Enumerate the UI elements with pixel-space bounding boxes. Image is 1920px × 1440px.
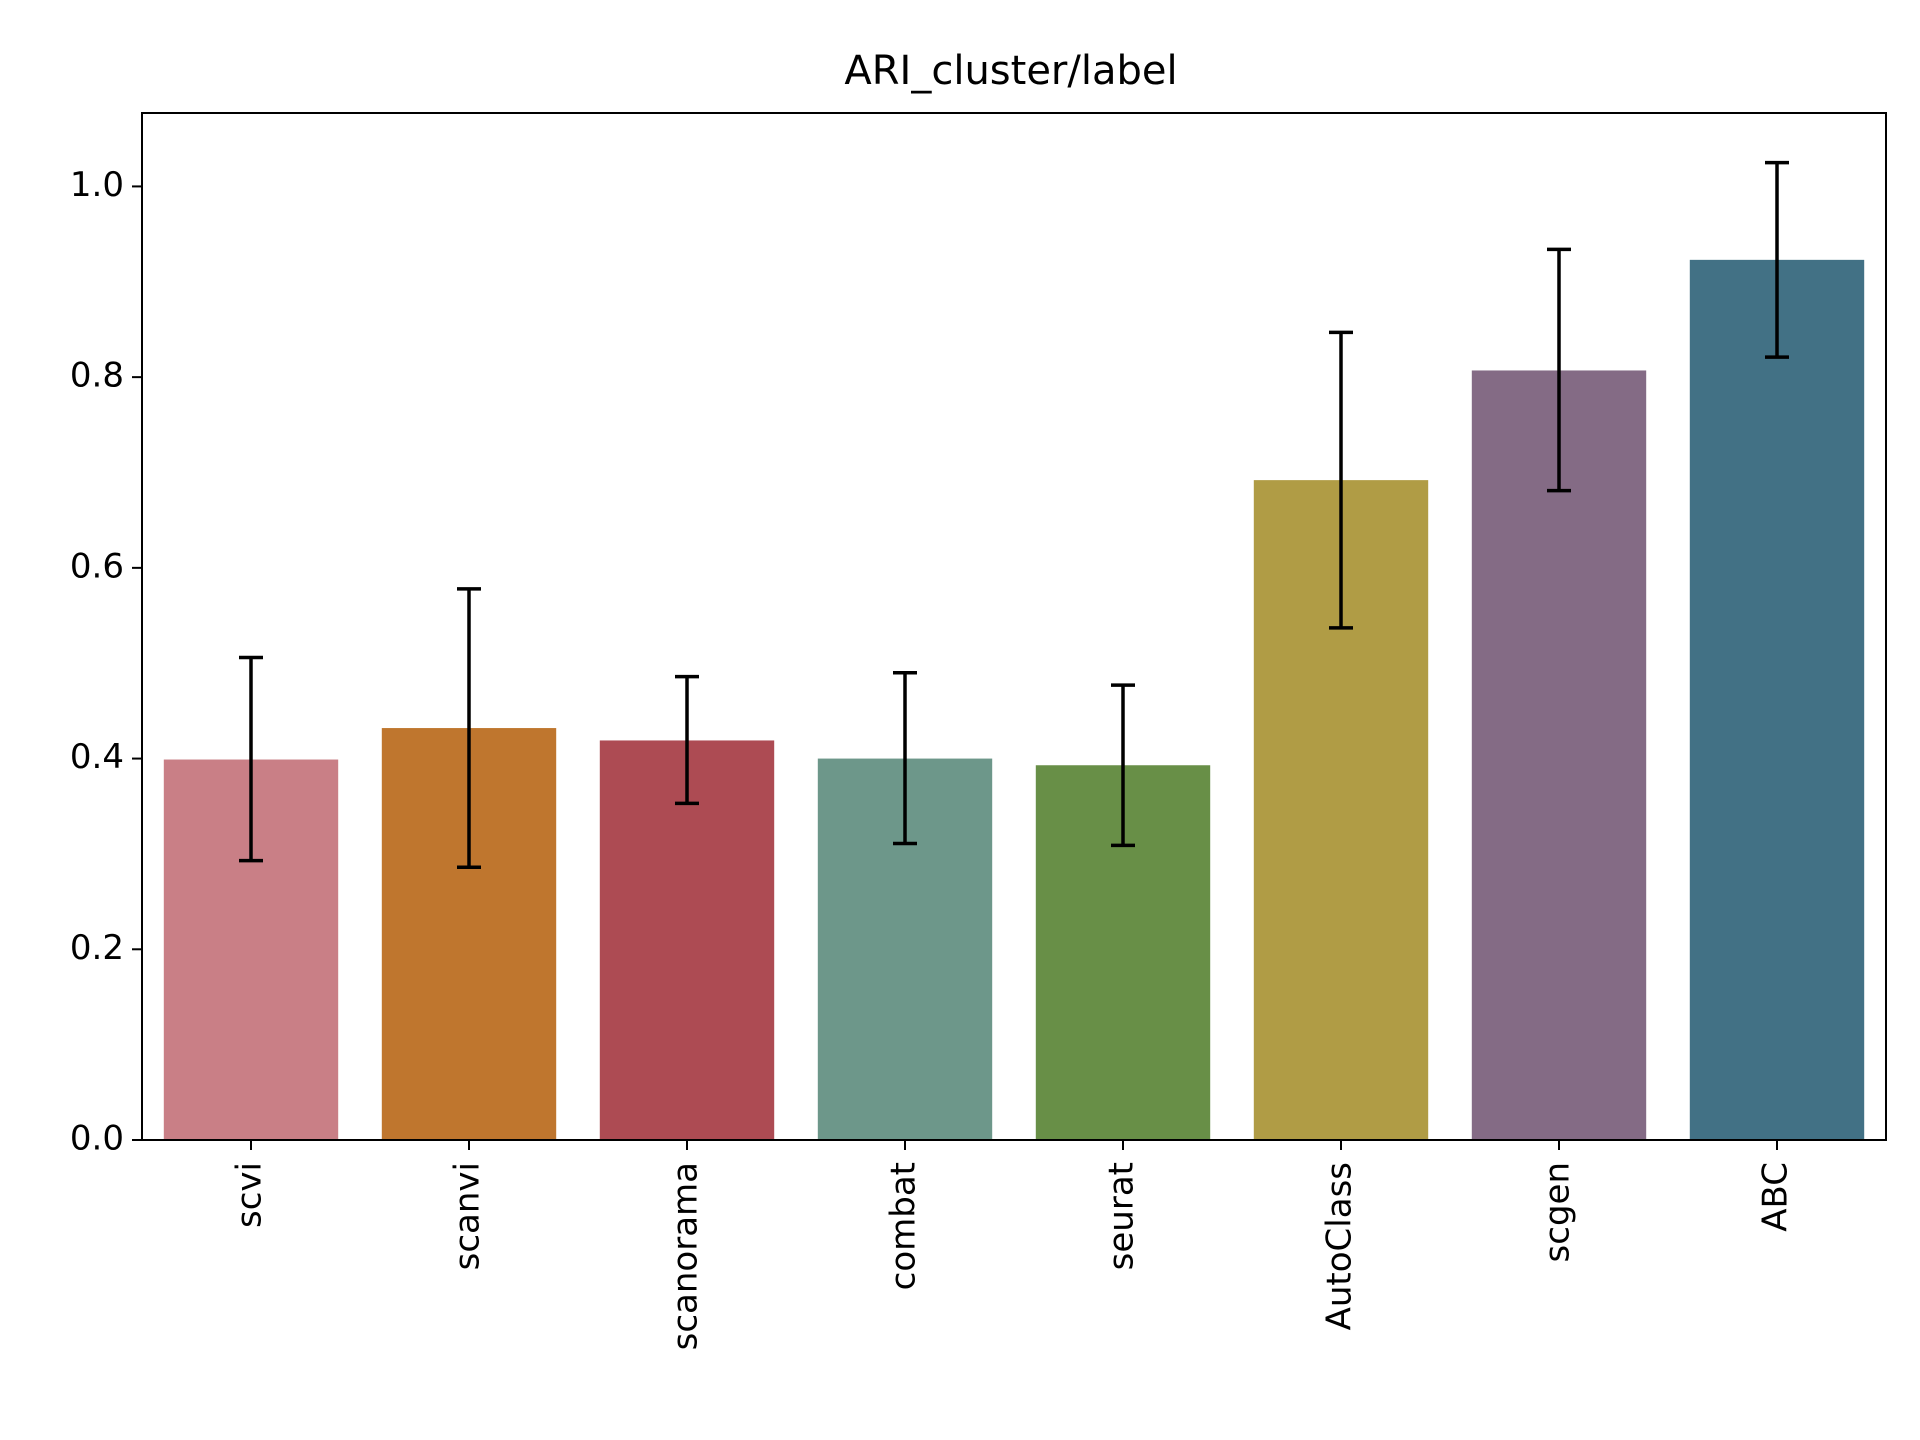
error-bar-scgen [1547, 247, 1571, 493]
bars-layer [163, 259, 1865, 1140]
y-tick-label: 0.2 [70, 928, 124, 968]
y-tick-label: 0.6 [70, 546, 124, 586]
x-tick-label: ABC [1756, 1162, 1796, 1232]
bar-abc [1689, 259, 1865, 1140]
x-tick-label: seurat [1102, 1162, 1142, 1270]
error-bar-combat [893, 670, 917, 846]
error-bar-autoclass [1329, 330, 1353, 630]
error-bar-seurat [1111, 683, 1135, 848]
error-bar-abc [1765, 160, 1789, 359]
x-tick-label: scanorama [666, 1162, 706, 1350]
x-tick-label: scanvi [448, 1162, 488, 1270]
y-axis: 0.0 0.2 0.4 0.6 0.8 1.0 [70, 165, 142, 1159]
y-tick-label: 0.4 [70, 737, 124, 777]
x-tick-label: scgen [1538, 1162, 1578, 1262]
bar-scgen [1471, 370, 1647, 1140]
y-tick-label: 0.0 [70, 1119, 124, 1159]
error-bar-scanorama [675, 674, 699, 806]
x-tick-label: AutoClass [1320, 1162, 1360, 1330]
error-bar-scanvi [457, 587, 481, 870]
y-tick-label: 0.8 [70, 356, 124, 396]
x-axis: scvi scanvi scanorama combat seurat AutoClass… [230, 1140, 1796, 1350]
bar-scanorama [599, 740, 775, 1140]
error-bar-scvi [239, 655, 263, 863]
y-tick-label: 1.0 [70, 165, 124, 205]
x-tick-label: scvi [230, 1162, 270, 1228]
x-tick-label: combat [884, 1162, 924, 1290]
error-bars-layer [239, 160, 1789, 870]
chart-title: ARI_cluster/label [844, 48, 1177, 94]
plot-frame [141, 112, 1887, 1141]
